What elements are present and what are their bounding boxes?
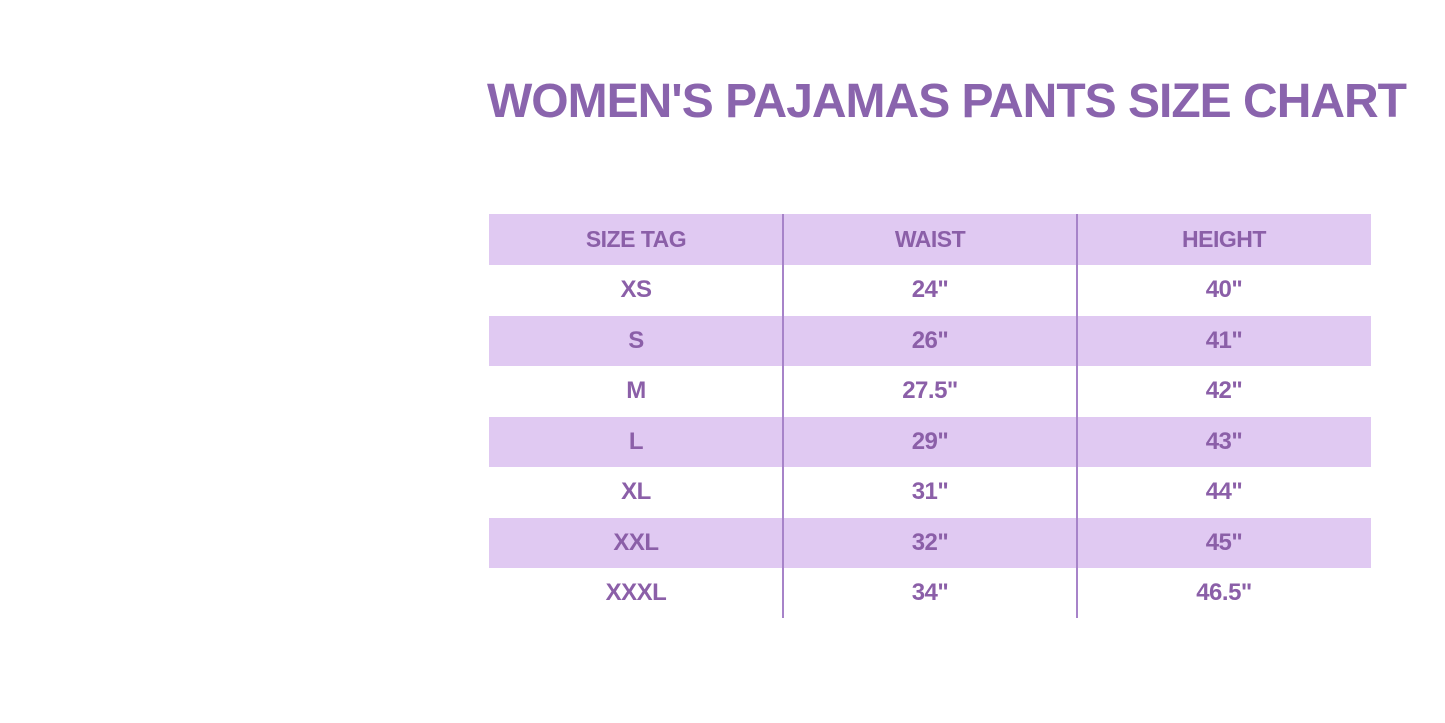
- table-row-s: S 26" 41": [489, 315, 1371, 366]
- column-header-height: HEIGHT: [1182, 226, 1266, 252]
- size-cell: L: [628, 427, 644, 455]
- height-cell: 45": [1205, 528, 1243, 556]
- column-header-size-tag: SIZE TAG: [585, 226, 687, 252]
- size-cell: XL: [621, 478, 651, 506]
- size-chart-table: SIZE TAG WAIST HEIGHT XS 24" 40" S 26" 4…: [489, 214, 1371, 619]
- table-row-xxl: XXL 32" 45": [489, 517, 1371, 568]
- waist-cell: 32": [911, 528, 949, 556]
- waist-cell: 34": [911, 579, 949, 607]
- size-cell: XS: [620, 276, 652, 304]
- height-cell: 44": [1205, 478, 1243, 506]
- column-divider: [782, 214, 784, 618]
- height-cell: 43": [1205, 427, 1243, 455]
- size-cell: XXL: [613, 528, 659, 556]
- table-header-row: SIZE TAG WAIST HEIGHT: [489, 214, 1371, 265]
- page-title: WOMEN'S PAJAMAS PANTS SIZE CHART: [487, 75, 1407, 128]
- waist-cell: 24": [911, 276, 949, 304]
- waist-cell: 27.5": [902, 377, 958, 405]
- column-divider: [1076, 214, 1078, 618]
- table-row-xl: XL 31" 44": [489, 467, 1371, 518]
- size-cell: XXXL: [605, 579, 667, 607]
- table-row-l: L 29" 43": [489, 416, 1371, 467]
- column-header-waist: WAIST: [894, 226, 966, 252]
- height-cell: 41": [1205, 326, 1243, 354]
- height-cell: 46.5": [1196, 579, 1252, 607]
- size-cell: M: [626, 377, 646, 405]
- height-cell: 42": [1205, 377, 1243, 405]
- table-row-xxxl: XXXL 34" 46.5": [489, 568, 1371, 619]
- waist-cell: 26": [911, 326, 949, 354]
- table-row-xs: XS 24" 40": [489, 265, 1371, 316]
- waist-cell: 29": [911, 427, 949, 455]
- table-row-m: M 27.5" 42": [489, 366, 1371, 417]
- waist-cell: 31": [911, 478, 949, 506]
- size-cell: S: [628, 326, 644, 354]
- height-cell: 40": [1205, 276, 1243, 304]
